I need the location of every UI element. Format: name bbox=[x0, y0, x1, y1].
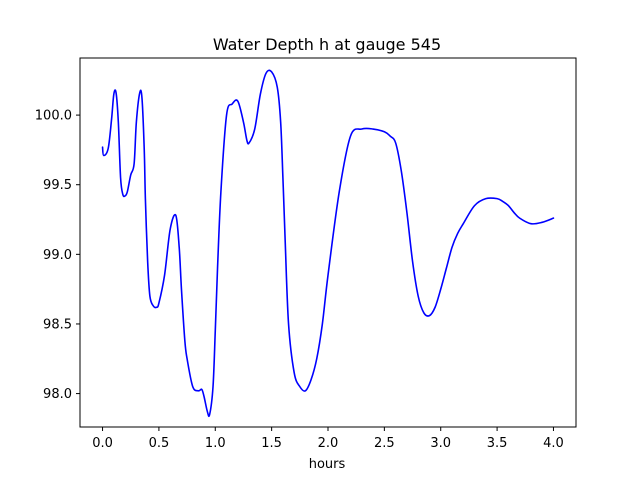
y-axis-ticks: 98.0 98.5 99.0 99.5 100.0 bbox=[35, 109, 80, 402]
plot-frame bbox=[79, 57, 577, 428]
x-tick-label: 2.0 bbox=[318, 436, 339, 451]
y-tick-label: 99.0 bbox=[43, 248, 72, 263]
chart-title: Water Depth h at gauge 545 bbox=[213, 35, 441, 54]
y-tick-label: 98.0 bbox=[43, 387, 72, 402]
plot-area bbox=[101, 69, 555, 418]
series-line bbox=[101, 69, 555, 418]
x-tick-label: 1.0 bbox=[205, 436, 226, 451]
y-tick-label: 98.5 bbox=[43, 317, 72, 332]
x-tick-label: 1.5 bbox=[261, 436, 282, 451]
x-tick-label: 0.5 bbox=[149, 436, 170, 451]
x-axis-ticks: 0.0 0.5 1.0 1.5 2.0 2.5 3.0 3.5 4.0 bbox=[92, 427, 564, 451]
x-tick-label: 4.0 bbox=[543, 436, 564, 451]
x-tick-label: 0.0 bbox=[92, 436, 113, 451]
x-axis-label: hours bbox=[309, 457, 346, 472]
x-tick-label: 2.5 bbox=[374, 436, 395, 451]
x-tick-label: 3.5 bbox=[487, 436, 508, 451]
y-tick-label: 99.5 bbox=[43, 178, 72, 193]
x-tick-label: 3.0 bbox=[430, 436, 451, 451]
y-tick-label: 100.0 bbox=[35, 109, 72, 124]
